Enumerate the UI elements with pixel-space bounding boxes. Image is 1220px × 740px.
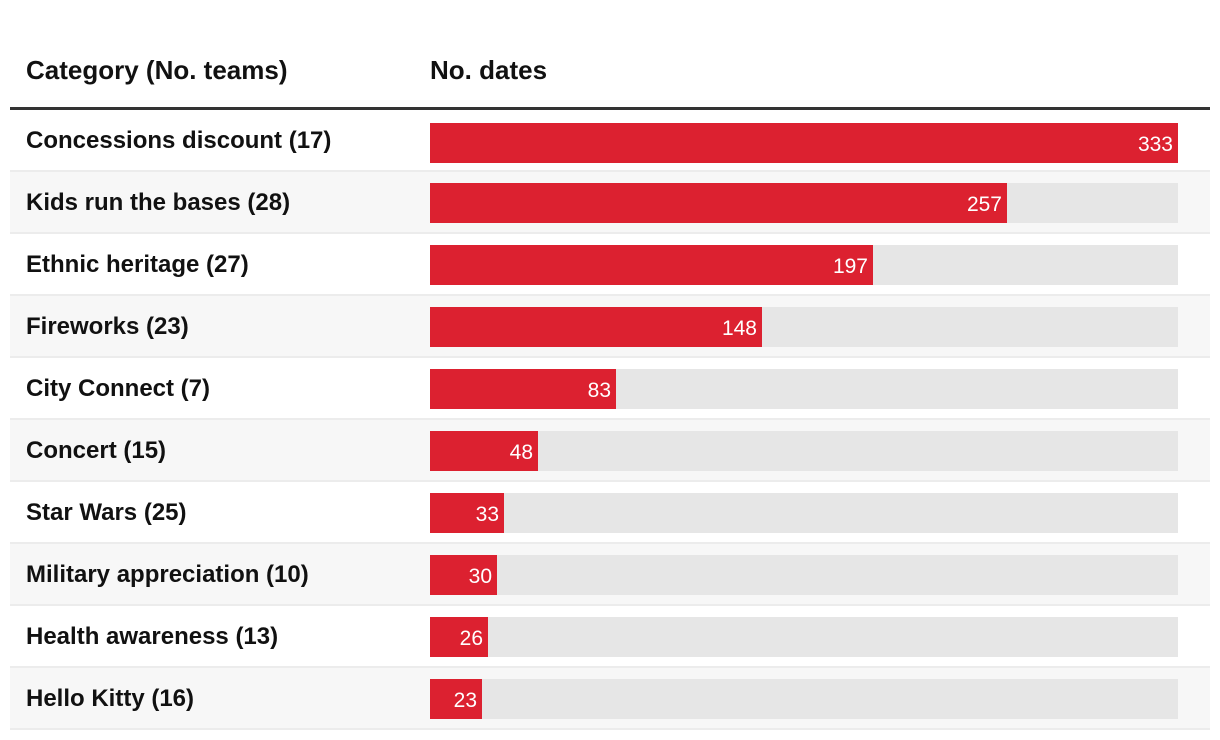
bar: 257 (430, 183, 1007, 223)
bar: 83 (430, 369, 616, 409)
category-label: Concessions discount (17) (26, 127, 332, 154)
bar-value-label: 257 (966, 193, 1002, 216)
table-row: Kids run the bases (28) 257 (10, 172, 1210, 234)
bar: 26 (430, 617, 488, 657)
category-label: Military appreciation (10) (26, 561, 309, 588)
category-label: Health awareness (13) (26, 623, 279, 650)
bar-value-label: 148 (721, 317, 757, 340)
table-row: City Connect (7) 83 (10, 358, 1210, 420)
bar: 30 (430, 555, 497, 595)
bar: 333 (430, 123, 1178, 163)
bar-value-label: 26 (459, 627, 483, 650)
bar-track: 257 (430, 183, 1178, 223)
bar: 148 (430, 307, 762, 347)
table-row: Concessions discount (17) 333 (10, 110, 1210, 172)
category-label: Ethnic heritage (27) (26, 251, 249, 278)
bar-track: 30 (430, 555, 1178, 595)
bar-value-label: 83 (587, 379, 611, 402)
table-row: Health awareness (13) 26 (10, 606, 1210, 668)
table-rows: Concessions discount (17) 333 Kids run the… (10, 110, 1210, 730)
table-row: Star Wars (25) 33 (10, 482, 1210, 544)
bar-value-label: 30 (468, 565, 492, 588)
table-row: Fireworks (23) 148 (10, 296, 1210, 358)
table-row: Ethnic heritage (27) 197 (10, 234, 1210, 296)
bar-value-label: 197 (832, 255, 868, 278)
bar: 33 (430, 493, 504, 533)
table-row: Concert (15) 48 (10, 420, 1210, 482)
category-label: Star Wars (25) (26, 499, 187, 526)
bar-track: 48 (430, 431, 1178, 471)
category-label: Kids run the bases (28) (26, 189, 291, 216)
category-label: Hello Kitty (16) (26, 685, 195, 712)
dates-column-header: No. dates (430, 55, 548, 85)
bar-track: 333 (430, 123, 1178, 163)
bar-track: 33 (430, 493, 1178, 533)
bar-table: Category (No. teams) No. dates Concessio… (10, 0, 1210, 730)
category-label: Fireworks (23) (26, 313, 189, 340)
bar-value-label: 48 (509, 441, 533, 464)
bar-track: 26 (430, 617, 1178, 657)
category-label: Concert (15) (26, 437, 167, 464)
table-row: Hello Kitty (16) 23 (10, 668, 1210, 730)
bar-value-label: 333 (1137, 133, 1173, 156)
category-column-header: Category (No. teams) (26, 55, 288, 85)
bar-track: 197 (430, 245, 1178, 285)
table-row: Military appreciation (10) 30 (10, 544, 1210, 606)
table-header: Category (No. teams) No. dates (10, 0, 1210, 110)
category-label: City Connect (7) (26, 375, 211, 402)
bar: 197 (430, 245, 873, 285)
bar: 48 (430, 431, 538, 471)
bar: 23 (430, 679, 482, 719)
bar-track: 148 (430, 307, 1178, 347)
bar-track: 83 (430, 369, 1178, 409)
bar-value-label: 33 (475, 503, 499, 526)
bar-value-label: 23 (453, 689, 477, 712)
bar-track: 23 (430, 679, 1178, 719)
